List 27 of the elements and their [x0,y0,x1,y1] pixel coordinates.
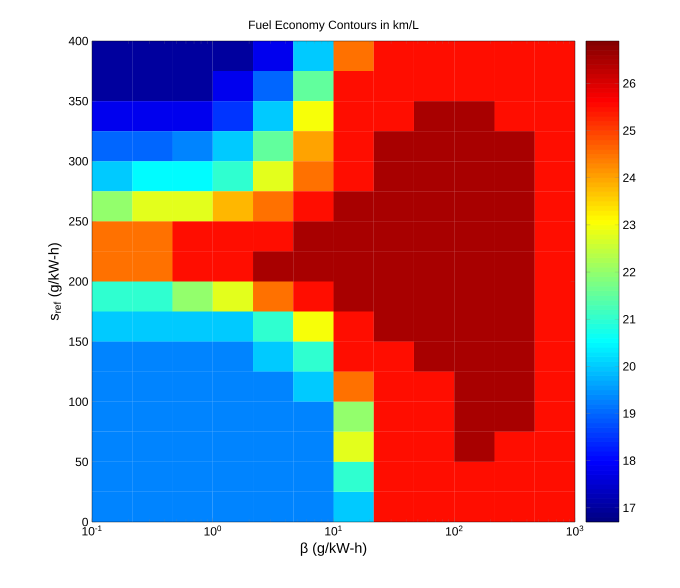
x-tick-label: 10$^{-1}$ [82,526,102,536]
color-bar-label: 19 [623,409,636,418]
color-bar-label: 24 [623,174,636,182]
color-bar-label: 18 [623,456,636,465]
y-tick-label: 0 [82,518,88,526]
y-tick-label: 200 [69,277,88,286]
y-tick-label: 350 [68,96,88,106]
x-tick-label: 10$^{0}$ [204,526,222,536]
x-tick-label: 10$^{2}$ [446,526,462,536]
color-bar-label: 22 [623,268,636,276]
y-tick-label: 400 [68,36,88,46]
y-tick-label: 300 [68,156,88,166]
color-bar-label: 17 [623,504,636,512]
color-bar-label: 26 [623,79,636,88]
color-bar-label: 21 [623,315,636,324]
y-axis-title: s$_{ref}$ (g/kW-h) [48,243,62,320]
y-tick-label: 50 [76,458,88,466]
x-tick-label: 10$^{1}$ [325,526,342,536]
chart-title: Fuel Economy Contours in km/L [249,20,418,32]
color-bar-label: 20 [623,362,636,371]
x-tick-label: 10$^{3}$ [566,526,584,536]
color-bar-label: 25 [623,126,636,135]
color-bar-label: 23 [623,220,636,230]
x-axis-title: β (g/kW-h) [300,542,366,556]
y-tick-label: 100 [69,397,88,406]
y-tick-label: 150 [69,337,88,346]
y-tick-label: 250 [69,217,88,226]
